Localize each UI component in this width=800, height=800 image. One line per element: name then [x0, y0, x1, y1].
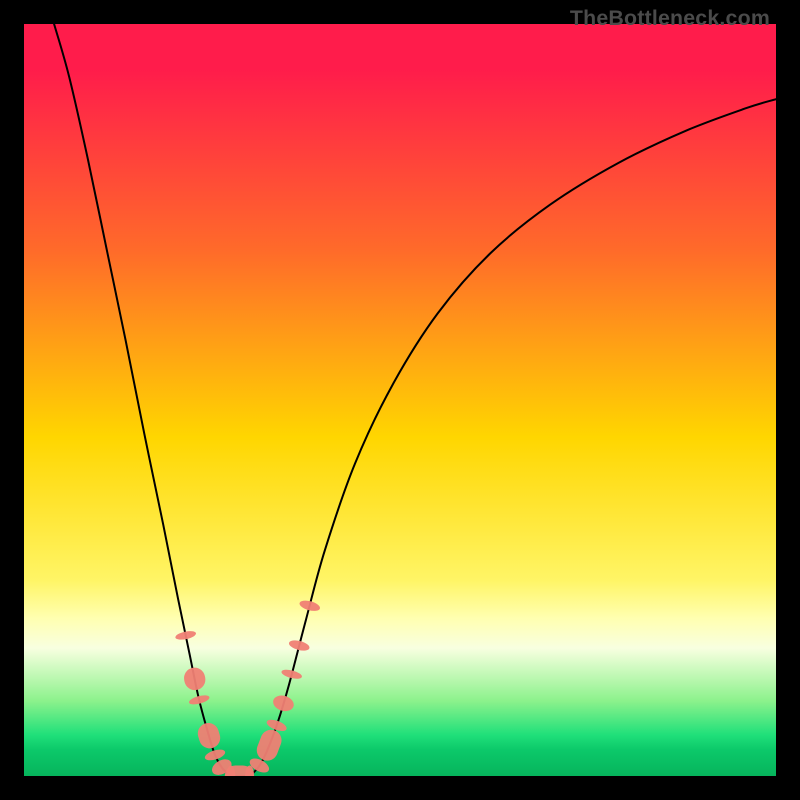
- plot-svg: [24, 24, 776, 776]
- stage: TheBottleneck.com: [0, 0, 800, 800]
- watermark-text: TheBottleneck.com: [570, 6, 770, 31]
- plot-area: [24, 24, 776, 776]
